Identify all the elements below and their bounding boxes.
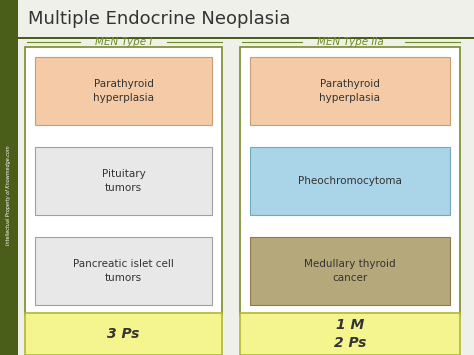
Bar <box>18 37 474 39</box>
Text: Parathyroid
hyperplasia: Parathyroid hyperplasia <box>93 80 154 103</box>
Text: Intellectual Property of Knowmedge.com: Intellectual Property of Knowmedge.com <box>7 145 11 245</box>
Bar <box>250 237 450 305</box>
Text: Multiple Endocrine Neoplasia: Multiple Endocrine Neoplasia <box>28 10 291 28</box>
Bar <box>0 0 474 37</box>
Text: Pheochromocytoma: Pheochromocytoma <box>298 176 402 186</box>
Text: Parathyroid
hyperplasia: Parathyroid hyperplasia <box>319 80 381 103</box>
Bar <box>25 313 222 355</box>
Text: Pancreatic islet cell
tumors: Pancreatic islet cell tumors <box>73 260 174 283</box>
Bar <box>25 47 222 315</box>
Bar <box>0 0 18 37</box>
Bar <box>250 57 450 125</box>
Bar <box>0 0 18 355</box>
Bar <box>35 57 212 125</box>
Bar <box>35 147 212 215</box>
Bar <box>240 47 460 315</box>
Bar <box>250 147 450 215</box>
Bar <box>240 313 460 355</box>
Bar <box>35 237 212 305</box>
Text: MEN Type I: MEN Type I <box>95 37 152 47</box>
Text: 1 M
2 Ps: 1 M 2 Ps <box>334 318 366 350</box>
Text: 3 Ps: 3 Ps <box>107 327 140 341</box>
Text: MEN Type IIa: MEN Type IIa <box>317 37 383 47</box>
Text: Medullary thyroid
cancer: Medullary thyroid cancer <box>304 260 396 283</box>
Text: Pituitary
tumors: Pituitary tumors <box>101 169 146 193</box>
